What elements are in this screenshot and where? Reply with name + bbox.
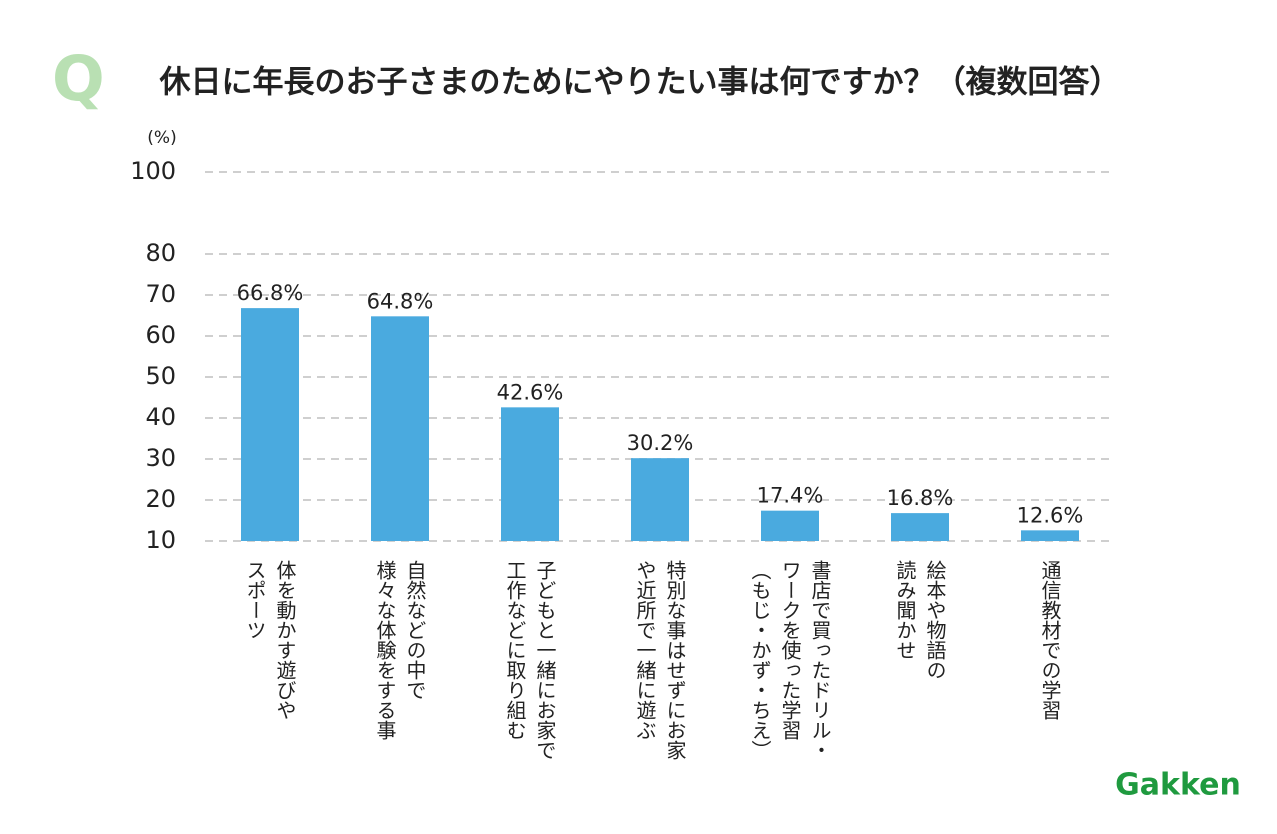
logo: Gakken [1115,768,1241,803]
y-tick-label: 100 [130,157,176,185]
x-tick-label: 体を動かす遊びや [273,560,297,720]
x-tick-label: 絵本や物語の [923,560,947,680]
title-mark: Q [52,42,105,115]
x-tick-label: 工作などに取り組む [503,560,527,740]
value-label: 16.8% [887,486,954,510]
y-tick-label: 80 [145,239,176,267]
x-tick-label: 書店で買ったドリル・ [808,560,832,760]
bar [761,510,819,541]
value-label: 66.8% [237,281,304,305]
x-tick-label: 通信教材での学習 [1038,560,1062,720]
y-tick-label: 30 [145,444,176,472]
value-label: 30.2% [627,431,694,455]
x-tick-label: や近所で一緒に遊ぶ [633,560,657,740]
x-tick-label: ワークを使った学習 [778,560,802,740]
y-tick-label: 40 [145,403,176,431]
value-label: 12.6% [1017,503,1084,527]
bar [631,458,689,541]
bar [501,407,559,541]
bar [371,316,429,541]
value-label: 17.4% [757,484,824,508]
bar [241,308,299,541]
y-tick-label: 10 [145,526,176,554]
y-tick-label: 70 [145,280,176,308]
x-tick-label: 自然などの中で [403,560,427,700]
x-tick-label: スポーツ [243,560,267,640]
bar [1021,530,1079,541]
y-tick-label: 20 [145,485,176,513]
value-label: 42.6% [497,380,564,404]
value-label: 64.8% [367,289,434,313]
bar [891,513,949,541]
x-tick-label: （もじ・かず・ちえ） [748,560,772,760]
y-unit: (%) [147,128,176,148]
chart-title: 休日に年長のお子さまのためにやりたい事は何ですか？（複数回答） [159,65,1121,101]
x-tick-label: 子どもと一緒にお家で [533,560,557,760]
y-tick-label: 60 [145,321,176,349]
y-tick-label: 50 [145,362,176,390]
x-tick-label: 読み聞かせ [893,560,917,660]
x-tick-label: 様々な体験をする事 [373,560,397,740]
x-tick-label: 特別な事はせずにお家 [663,560,687,760]
